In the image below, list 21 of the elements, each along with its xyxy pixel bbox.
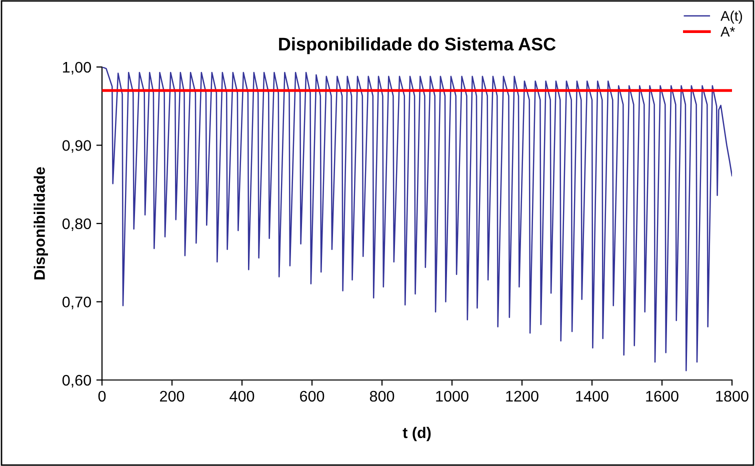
x-tick-label: 600 xyxy=(300,390,324,402)
y-axis-title: Disponibilidade xyxy=(34,167,48,280)
y-tick-label: 0,80 xyxy=(62,218,91,231)
y-tick-label: 0,60 xyxy=(62,374,91,388)
x-tick-label: 0 xyxy=(98,390,106,402)
y-tick-label: 0,90 xyxy=(62,140,91,153)
legend-label: A* xyxy=(720,26,735,36)
x-tick-label: 1800 xyxy=(716,390,748,402)
x-tick-label: 1000 xyxy=(436,390,468,402)
y-tick-label: 1,00 xyxy=(63,62,91,74)
x-tick-label: 200 xyxy=(160,390,184,402)
x-tick-label: 1200 xyxy=(506,390,538,402)
x-tick-label: 1600 xyxy=(646,390,678,402)
x-tick-label: 400 xyxy=(230,390,254,402)
y-tick-label: 0,70 xyxy=(62,296,91,310)
legend-label: A(t) xyxy=(720,10,742,24)
line-series xyxy=(102,67,732,372)
x-tick-label: 1400 xyxy=(576,390,608,402)
x-axis-title: t (d) xyxy=(402,426,431,442)
x-tick-label: 800 xyxy=(370,390,394,402)
chart-title: Disponibilidade do Sistema ASC xyxy=(279,37,556,54)
